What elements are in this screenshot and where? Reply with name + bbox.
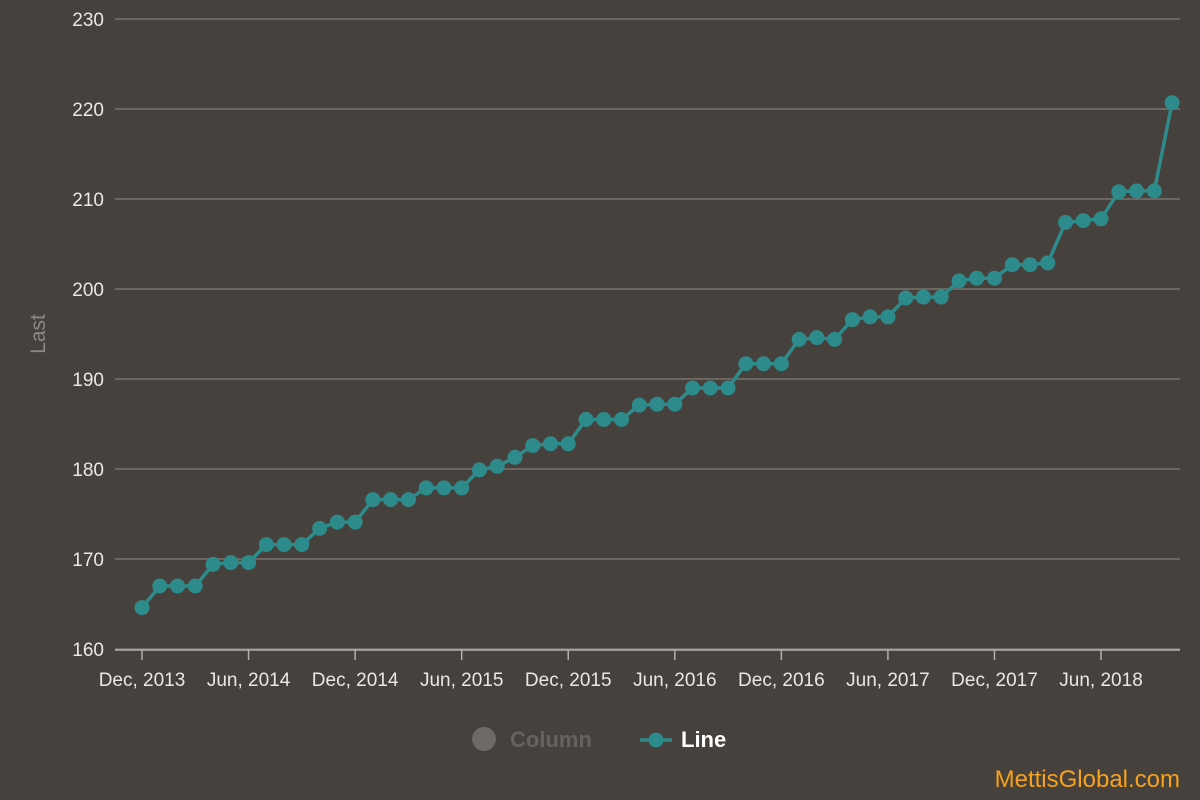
data-point[interactable] <box>542 436 558 452</box>
data-point[interactable] <box>649 396 665 412</box>
legend-label-line: Line <box>681 727 726 752</box>
data-point[interactable] <box>223 555 239 571</box>
data-point[interactable] <box>312 520 328 536</box>
data-point[interactable] <box>383 492 399 508</box>
data-point[interactable] <box>596 412 612 427</box>
y-tick-label: 200 <box>72 280 104 301</box>
legend-marker-icon <box>648 732 664 748</box>
y-tick-label: 160 <box>72 640 104 661</box>
y-axis: 160 170 180 190 200 210 220 230 <box>72 10 104 661</box>
data-point[interactable] <box>1164 95 1180 111</box>
x-tick-label: Dec, 2013 <box>99 670 186 691</box>
data-point[interactable] <box>1093 211 1109 227</box>
gridlines <box>115 18 1180 650</box>
data-point[interactable] <box>685 380 701 396</box>
legend-item-column[interactable]: Column <box>472 727 592 752</box>
legend-column-icon <box>472 727 496 751</box>
x-tick-label: Jun, 2014 <box>207 670 291 691</box>
data-point[interactable] <box>880 309 896 325</box>
x-tick-label: Dec, 2016 <box>738 670 825 691</box>
data-point[interactable] <box>418 480 434 496</box>
y-tick-label: 190 <box>72 370 104 391</box>
data-point[interactable] <box>773 356 789 372</box>
y-axis-title: Last <box>27 314 50 354</box>
data-point[interactable] <box>969 270 985 286</box>
data-point[interactable] <box>241 555 257 571</box>
data-point[interactable] <box>756 356 772 372</box>
data-point[interactable] <box>667 396 683 412</box>
x-tick-label: Dec, 2015 <box>525 670 612 691</box>
legend-label-column: Column <box>510 727 592 752</box>
data-point[interactable] <box>1129 183 1145 199</box>
data-point[interactable] <box>1146 183 1162 199</box>
data-point[interactable] <box>489 458 505 474</box>
data-point[interactable] <box>1058 214 1074 230</box>
data-point[interactable] <box>276 537 292 553</box>
data-point[interactable] <box>862 309 878 325</box>
x-tick-label: Dec, 2017 <box>951 670 1038 691</box>
x-tick-label: Jun, 2017 <box>846 670 929 691</box>
legend-item-line[interactable]: Line <box>640 727 726 752</box>
x-tick-label: Jun, 2018 <box>1059 670 1142 691</box>
data-point[interactable] <box>791 331 807 347</box>
data-point[interactable] <box>1022 257 1038 273</box>
legend: Column Line <box>472 727 726 752</box>
x-tick-label: Dec, 2014 <box>312 670 399 691</box>
y-tick-label: 180 <box>72 460 104 481</box>
data-point[interactable] <box>702 380 718 396</box>
data-point[interactable] <box>578 412 594 427</box>
data-point[interactable] <box>1040 255 1056 271</box>
y-tick-label: 220 <box>72 100 104 121</box>
data-point[interactable] <box>454 480 470 496</box>
data-point[interactable] <box>560 436 576 452</box>
x-tick-label: Jun, 2016 <box>633 670 716 691</box>
data-point[interactable] <box>205 556 221 572</box>
data-point[interactable] <box>329 514 345 530</box>
data-point[interactable] <box>898 290 914 306</box>
data-point[interactable] <box>1004 257 1020 273</box>
data-point[interactable] <box>986 270 1002 286</box>
data-point[interactable] <box>400 492 416 508</box>
data-point[interactable] <box>294 537 310 553</box>
data-point[interactable] <box>631 397 647 413</box>
data-point[interactable] <box>809 330 825 346</box>
data-point[interactable] <box>134 600 150 616</box>
y-tick-label: 170 <box>72 550 104 571</box>
data-point[interactable] <box>187 578 203 594</box>
x-tick-label: Jun, 2015 <box>420 670 503 691</box>
data-point[interactable] <box>614 412 630 427</box>
data-point[interactable] <box>1111 184 1127 200</box>
data-point[interactable] <box>471 462 487 478</box>
data-point[interactable] <box>933 289 949 305</box>
data-point[interactable] <box>258 537 274 553</box>
watermark-credit: MettisGlobal.com <box>994 766 1180 793</box>
series-line <box>134 95 1180 616</box>
data-point[interactable] <box>844 312 860 328</box>
data-point[interactable] <box>827 331 843 347</box>
data-point[interactable] <box>720 380 736 396</box>
data-point[interactable] <box>152 578 168 594</box>
data-point[interactable] <box>1075 213 1091 229</box>
data-point[interactable] <box>436 480 452 496</box>
series-line-path <box>140 102 1174 609</box>
data-point[interactable] <box>347 514 363 530</box>
data-point[interactable] <box>170 578 186 594</box>
y-tick-label: 230 <box>72 10 104 31</box>
data-point[interactable] <box>507 449 523 465</box>
data-point[interactable] <box>915 289 931 305</box>
data-point[interactable] <box>738 356 754 372</box>
data-point[interactable] <box>365 492 381 508</box>
x-axis: Dec, 2013 Jun, 2014 Dec, 2014 Jun, 2015 Dec,… <box>99 649 1180 691</box>
data-point[interactable] <box>951 273 967 289</box>
y-tick-label: 210 <box>72 190 104 211</box>
data-point[interactable] <box>525 438 541 454</box>
